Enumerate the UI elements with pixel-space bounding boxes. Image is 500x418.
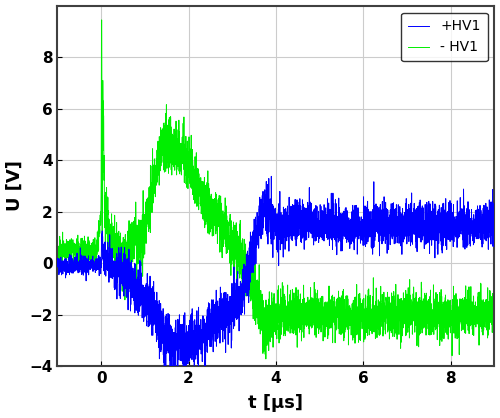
+HV1	[478, 237, 484, 242]
+HV1	[242, 272, 248, 277]
- HV1	[238, 260, 244, 265]
- HV1	[456, 323, 462, 328]
- HV1	[263, 357, 269, 362]
+HV1	[238, 299, 244, 304]
+HV1	[492, 217, 498, 222]
- HV1	[54, 253, 60, 258]
+HV1	[54, 261, 60, 266]
+HV1	[170, 382, 176, 387]
- HV1	[478, 318, 484, 323]
+HV1	[456, 223, 462, 228]
Y-axis label: U [V]: U [V]	[6, 161, 24, 212]
- HV1	[372, 317, 378, 322]
+HV1	[262, 212, 268, 217]
- HV1	[492, 289, 498, 294]
- HV1	[98, 18, 104, 23]
Legend: +HV1, - HV1: +HV1, - HV1	[402, 13, 488, 61]
X-axis label: t [µs]: t [µs]	[248, 395, 304, 413]
+HV1	[372, 234, 378, 239]
Line: +HV1: +HV1	[58, 176, 494, 384]
+HV1	[268, 174, 274, 179]
Line: - HV1: - HV1	[58, 20, 494, 359]
- HV1	[262, 352, 268, 357]
- HV1	[242, 257, 248, 262]
